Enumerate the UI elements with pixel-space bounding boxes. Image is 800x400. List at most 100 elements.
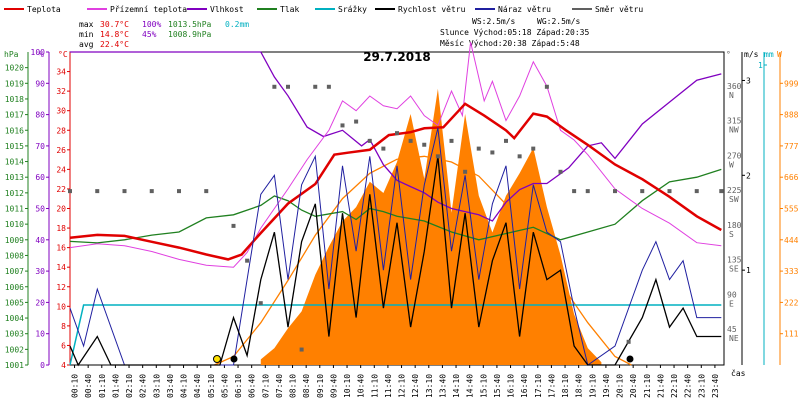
temperature-tick-label: 16 — [56, 244, 66, 253]
wind-direction-point — [354, 119, 359, 124]
wind-direction-point — [177, 189, 181, 194]
direction-tick-label: 360 — [727, 82, 742, 91]
wind-direction-point — [585, 189, 590, 194]
series-pressure — [69, 168, 722, 244]
axis-ticks: 00:10 00:40 01:10 01:40 02:10 02:40 03:10 03:40… — [5, 48, 799, 398]
legend: Teplota Přízemní teplota Vlhkost Tlak Sr… — [4, 5, 643, 14]
time-tick-label: 23:40 — [711, 374, 720, 398]
temperature-tick-label: 20 — [56, 205, 66, 214]
stat-min-label: min — [79, 30, 94, 39]
direction-tick-label: 270 — [727, 151, 742, 160]
time-tick-label: 10:40 — [357, 374, 366, 398]
sunrise-icon — [213, 355, 221, 363]
time-tick-label: 02:40 — [139, 374, 148, 398]
wind-direction-point — [313, 84, 318, 89]
time-tick-label: 08:10 — [289, 374, 298, 398]
solar-tick-label: 666 — [784, 173, 799, 182]
pressure-tick-label: 1020 — [5, 64, 24, 73]
direction-name-label: NE — [729, 334, 739, 343]
humidity-tick-label: 0 — [40, 361, 45, 370]
series-temperature — [69, 102, 722, 261]
time-tick-label: 21:40 — [656, 374, 665, 398]
temperature-tick-label: 22 — [56, 185, 66, 194]
wind-direction-point — [149, 189, 154, 194]
humidity-tick-label: 70 — [35, 142, 45, 151]
temperature-tick-label: 26 — [56, 146, 66, 155]
wind-direction-point — [231, 223, 236, 228]
humidity-tick-label: 40 — [35, 236, 45, 245]
wind-direction-point — [490, 150, 495, 155]
solar-tick-label: 111 — [784, 330, 799, 339]
time-tick-label: 02:10 — [125, 374, 134, 398]
time-tick-label: 11:40 — [384, 374, 393, 398]
temperature-tick-label: 8 — [61, 322, 66, 331]
pressure-tick-label: 1015 — [5, 142, 24, 151]
rain-tick-label: 1 — [758, 61, 763, 70]
wind-direction-point — [504, 138, 508, 143]
time-tick-label: 14:10 — [452, 374, 461, 398]
pressure-tick-label: 1002 — [5, 345, 24, 354]
wind-direction-point — [367, 138, 372, 143]
moonset-icon — [230, 355, 238, 363]
wind-direction-point — [381, 146, 386, 151]
time-tick-label: 13:10 — [425, 374, 434, 398]
time-tick-label: 01:10 — [98, 374, 107, 398]
time-tick-label: 09:40 — [329, 374, 338, 398]
time-tick-label: 00:40 — [84, 374, 93, 398]
time-tick-label: 18:40 — [575, 374, 584, 398]
temperature-tick-label: 18 — [56, 224, 66, 233]
pressure-tick-label: 1011 — [5, 205, 24, 214]
stat-min-temp: 14.8°C — [100, 30, 129, 39]
pressure-tick-label: 1008 — [5, 251, 24, 260]
axis-unit-percent: % — [39, 50, 44, 59]
temperature-tick-label: 30 — [56, 107, 66, 116]
wind-direction-point — [245, 258, 250, 263]
moonrise-icon — [626, 355, 634, 363]
time-tick-label: 17:10 — [534, 374, 543, 398]
temperature-tick-label: 28 — [56, 126, 66, 135]
temperature-tick-label: 24 — [56, 165, 66, 174]
time-tick-label: 11:10 — [370, 374, 379, 398]
humidity-tick-label: 50 — [35, 205, 45, 214]
time-tick-label: 06:40 — [248, 374, 257, 398]
wind-direction-point — [435, 154, 440, 159]
stat-min-hum: 45% — [142, 30, 157, 39]
time-tick-label: 22:40 — [684, 374, 693, 398]
wind-direction-point — [613, 189, 617, 194]
stat-max-rain: 0.2mm — [225, 20, 249, 29]
stat-avg-label: avg — [79, 40, 94, 49]
wind-direction-point — [463, 169, 468, 174]
wind-direction-point — [272, 84, 277, 89]
time-tick-label: 17:40 — [547, 374, 556, 398]
series-solar-curve — [214, 155, 632, 366]
wind-direction-point — [408, 138, 413, 143]
temperature-tick-label: 6 — [61, 341, 66, 350]
pressure-tick-label: 1009 — [5, 236, 24, 245]
temperature-tick-label: 4 — [61, 361, 66, 370]
wind-direction-point — [694, 189, 699, 194]
stat-max-label: max — [79, 20, 94, 29]
chart-title-date: 29.7.2018 — [363, 50, 431, 64]
wind-direction-point — [422, 142, 427, 147]
axis-unit-mm: mm — [764, 50, 774, 59]
stats-block: max 30.7°C 100% 1013.5hPa 0.2mm min 14.8… — [79, 20, 249, 49]
legend-label-rychlost: Rychlost větru — [398, 5, 466, 14]
wind-direction-point — [299, 347, 304, 352]
legend-label-prizemni-teplota: Přízemní teplota — [110, 5, 187, 14]
series-wind-speed — [69, 156, 722, 367]
solar-tick-label: 333 — [784, 267, 799, 276]
direction-tick-label: 225 — [727, 186, 742, 195]
time-tick-label: 05:10 — [207, 374, 216, 398]
wind-direction-point — [640, 189, 645, 194]
wind-direction-point — [286, 84, 290, 89]
legend-label-tlak: Tlak — [280, 5, 299, 14]
temperature-tick-label: 32 — [56, 87, 66, 96]
time-tick-label: 20:40 — [629, 374, 638, 398]
legend-label-vlhkost: Vlhkost — [210, 5, 244, 14]
wind-direction-point — [68, 189, 72, 194]
direction-name-label: NW — [729, 126, 739, 135]
axis-unit-hpa: hPa — [4, 50, 19, 59]
time-tick-label: 18:10 — [561, 374, 570, 398]
wind-direction-point — [572, 189, 577, 194]
time-tick-label: 16:10 — [507, 374, 516, 398]
